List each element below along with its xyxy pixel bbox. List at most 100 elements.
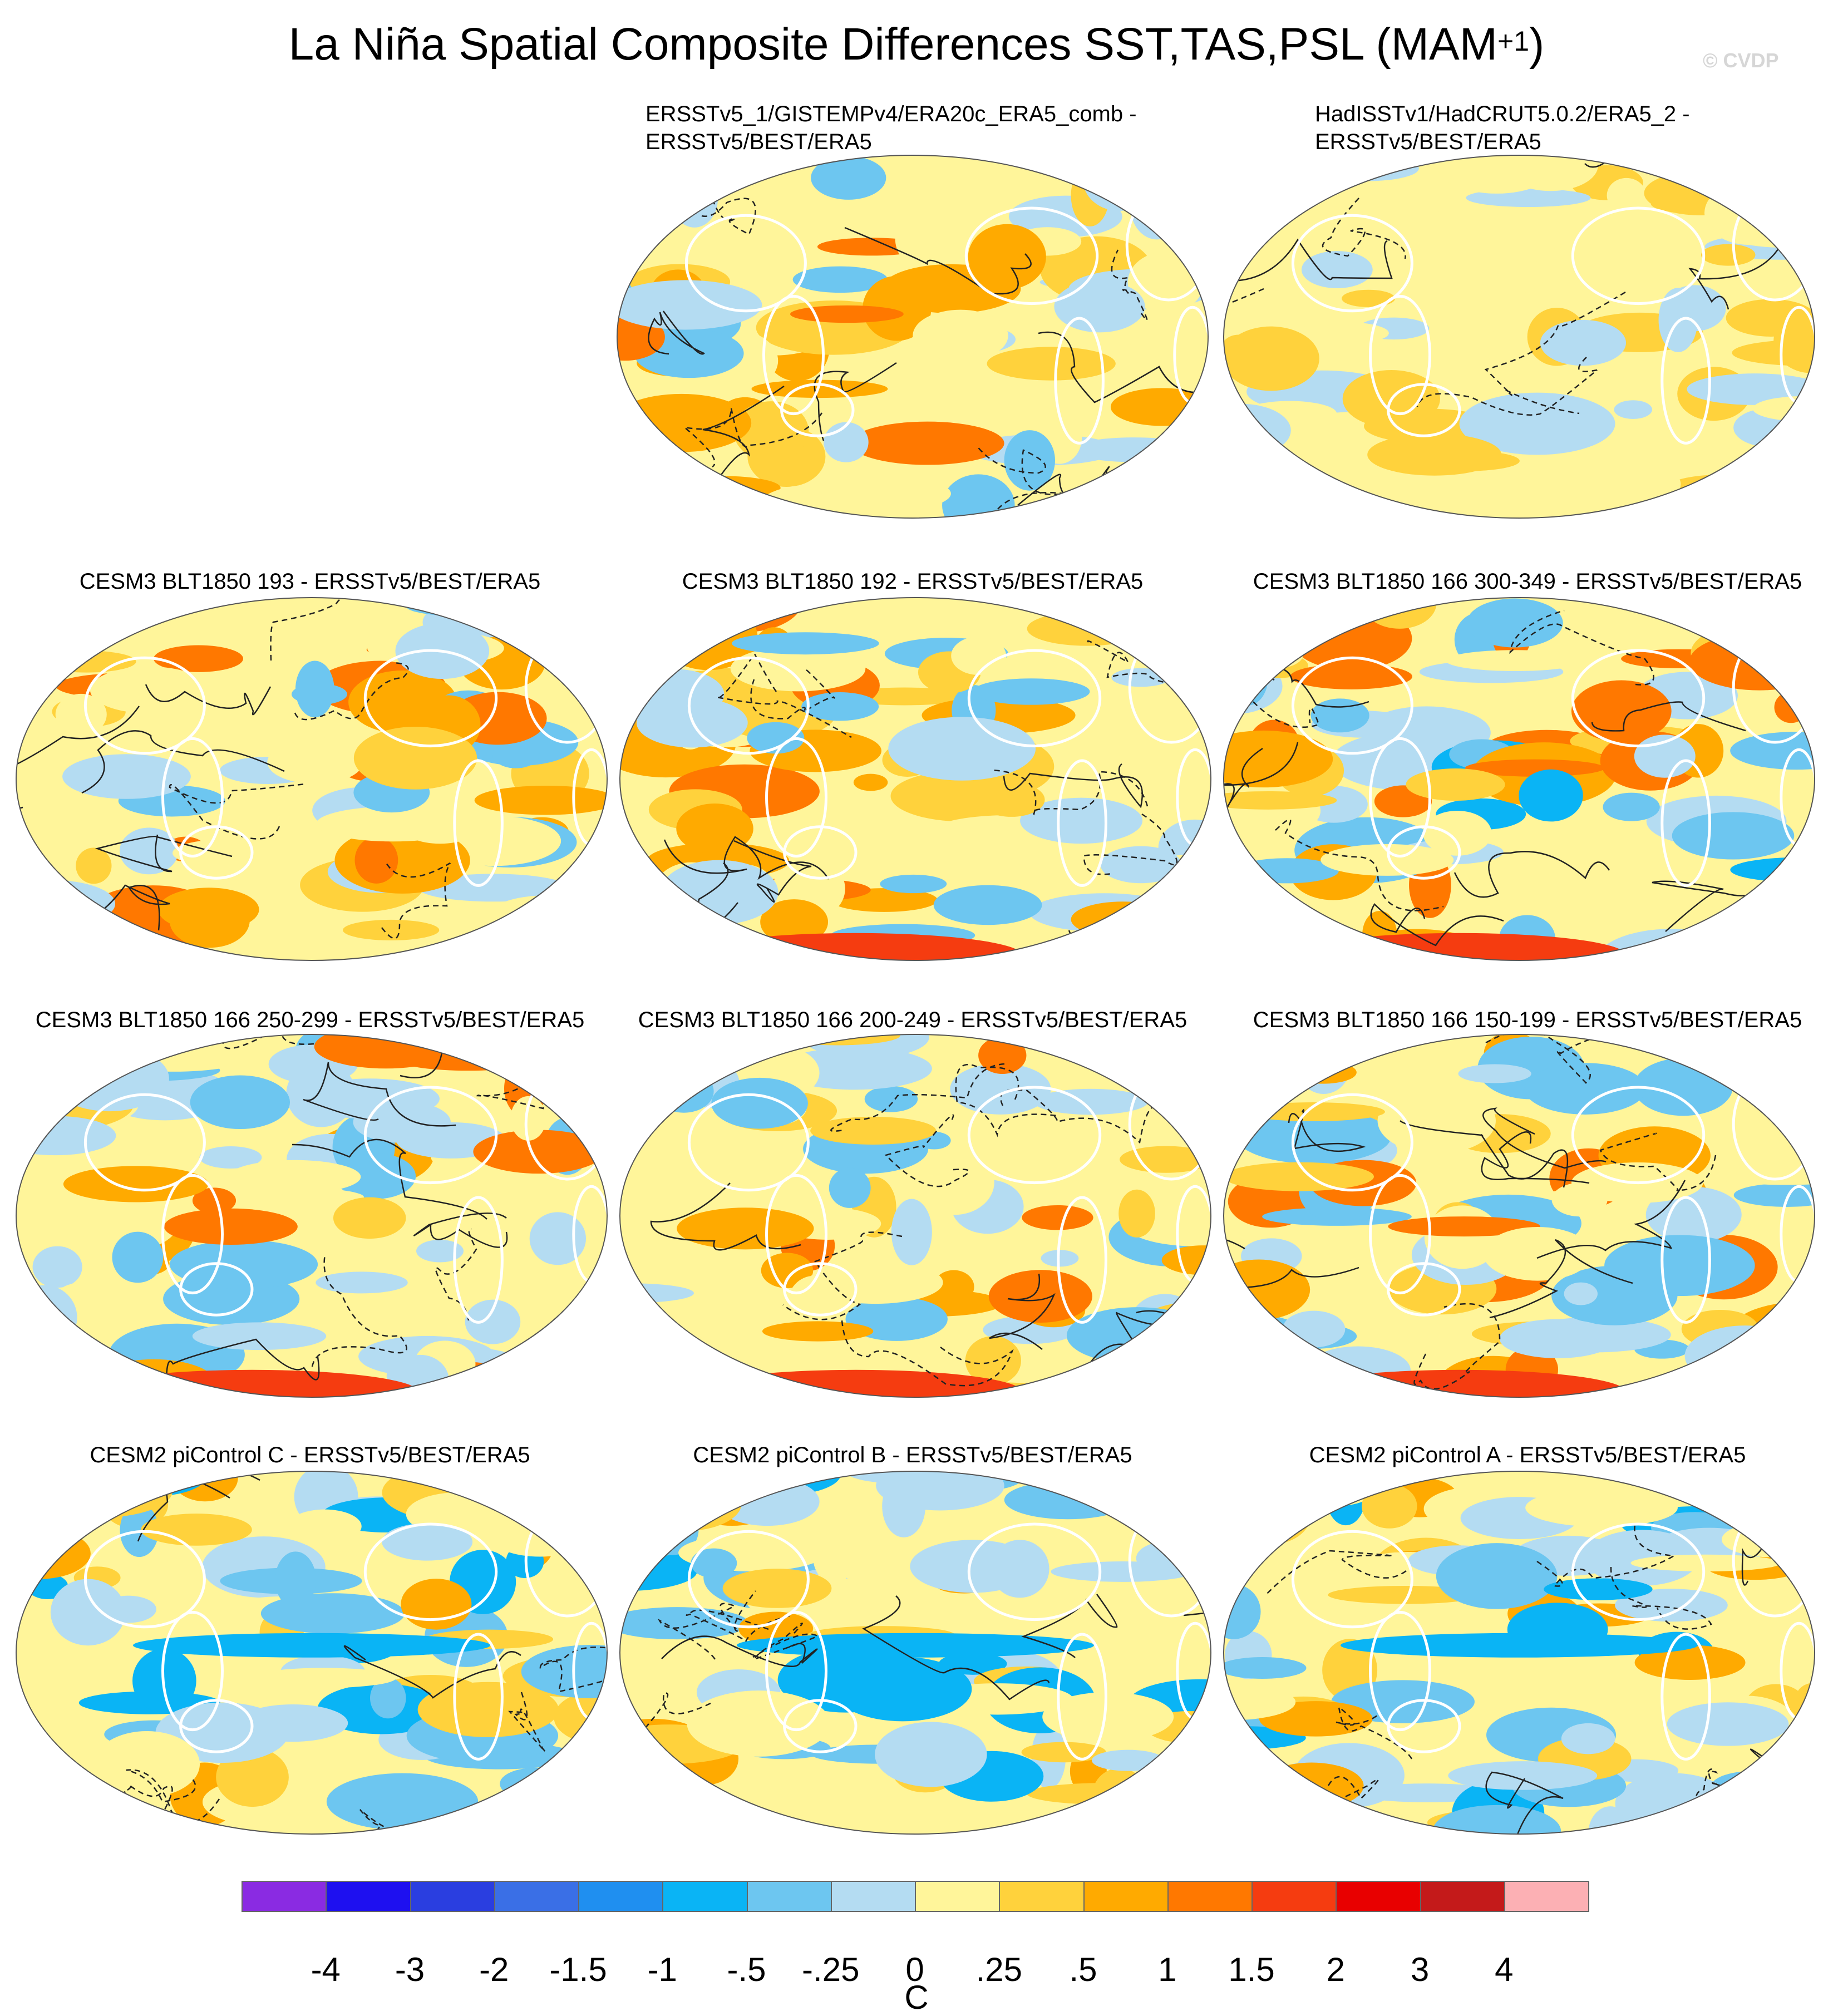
anomaly-patch bbox=[622, 917, 724, 951]
psl-contour bbox=[1336, 1706, 1413, 1759]
anomaly-patch bbox=[100, 1044, 247, 1072]
colorbar-tick-label: -4 bbox=[311, 1951, 341, 1988]
colorbar-unit: C bbox=[904, 1979, 929, 2016]
anomaly-patch bbox=[1050, 1381, 1162, 1397]
anomaly-patch bbox=[1630, 1554, 1781, 1572]
psl-contour bbox=[661, 1635, 818, 1668]
psl-contour bbox=[16, 1494, 42, 1545]
equatorial-cool-band bbox=[1341, 1633, 1698, 1658]
anomaly-patch bbox=[1224, 904, 1293, 931]
anomaly-patch bbox=[487, 929, 536, 960]
anomaly-patch bbox=[465, 1299, 521, 1344]
anomaly-patch bbox=[732, 632, 879, 655]
coastline bbox=[783, 1262, 858, 1317]
anomaly-patch bbox=[49, 1046, 169, 1112]
anomaly-patch bbox=[1153, 179, 1203, 220]
colorbar-tick-label: 2 bbox=[1326, 1951, 1345, 1988]
anomaly-patch bbox=[1499, 1319, 1616, 1358]
anomaly-patch bbox=[1466, 598, 1563, 648]
anomaly-patch bbox=[1126, 1203, 1211, 1246]
anomaly-patch bbox=[521, 1645, 607, 1698]
anomaly-patch bbox=[1701, 244, 1756, 266]
anomaly-patch bbox=[16, 905, 108, 960]
anomaly-patch bbox=[1440, 251, 1546, 298]
panel-title: CESM3 BLT1850 166 300-349 - ERSSTv5/BEST… bbox=[1253, 569, 1802, 594]
anomaly-patch bbox=[1585, 1530, 1699, 1586]
anomaly-patch bbox=[888, 717, 1036, 781]
psl-contour bbox=[165, 1338, 320, 1397]
psl-contour bbox=[992, 769, 1149, 816]
anomaly-patch bbox=[812, 1526, 855, 1584]
anomaly-patch bbox=[1001, 1826, 1084, 1834]
anomaly-patch bbox=[492, 740, 540, 768]
psl-contour bbox=[648, 310, 706, 355]
anomaly-patch bbox=[1326, 1471, 1366, 1526]
anomaly-patch bbox=[382, 1523, 473, 1561]
anomaly-patch bbox=[1224, 1498, 1249, 1532]
anomaly-patch bbox=[863, 275, 932, 341]
anomaly-patch bbox=[1726, 299, 1815, 337]
anomaly-patch bbox=[760, 899, 829, 945]
anomaly-patch bbox=[1423, 810, 1492, 856]
coastline bbox=[363, 1522, 498, 1621]
anomaly-patch bbox=[1388, 1216, 1540, 1237]
coastline bbox=[1291, 656, 1413, 755]
coastline bbox=[765, 737, 827, 858]
coastline bbox=[1291, 1093, 1413, 1192]
anomaly-patch bbox=[1301, 251, 1373, 289]
colorbar-tick-label: -1 bbox=[647, 1951, 677, 1988]
anomaly-patch bbox=[694, 1371, 785, 1397]
psl-contour bbox=[682, 407, 823, 468]
panel-title: CESM3 BLT1850 166 150-199 - ERSSTv5/BEST… bbox=[1253, 1008, 1802, 1032]
anomaly-patch bbox=[29, 921, 155, 957]
anomaly-patch bbox=[370, 1677, 406, 1719]
psl-contour bbox=[1481, 1131, 1590, 1184]
coastline bbox=[1369, 1610, 1431, 1732]
psl-contour bbox=[715, 652, 852, 738]
anomaly-patch bbox=[353, 726, 477, 790]
map-border bbox=[1223, 155, 1815, 519]
anomaly-patch bbox=[1371, 258, 1447, 282]
coastline bbox=[765, 1610, 827, 1732]
psl-contour bbox=[884, 1114, 970, 1187]
psl-contour bbox=[1077, 1827, 1211, 1834]
map-border bbox=[16, 1471, 608, 1835]
anomaly-patch bbox=[965, 1336, 1021, 1386]
map-border bbox=[16, 1034, 608, 1398]
anomaly-patch bbox=[790, 305, 904, 323]
world-map-panel bbox=[16, 597, 608, 961]
anomaly-patch bbox=[691, 1548, 737, 1578]
anomaly-patch bbox=[671, 170, 718, 228]
map-border bbox=[619, 1471, 1211, 1835]
psl-contour bbox=[270, 598, 403, 661]
anomaly-patch bbox=[1228, 1590, 1373, 1627]
psl-contour bbox=[1370, 903, 1504, 947]
anomaly-patch bbox=[192, 1187, 236, 1214]
psl-contour bbox=[650, 1182, 801, 1251]
panel-title: CESM2 piControl A - ERSSTv5/BEST/ERA5 bbox=[1309, 1443, 1746, 1467]
coastline bbox=[363, 649, 498, 748]
anomaly-patch bbox=[500, 1767, 571, 1800]
anomaly-patch bbox=[1296, 1034, 1351, 1094]
colorbar-swatch bbox=[1083, 1881, 1169, 1912]
coastline bbox=[1571, 206, 1706, 305]
anomaly-patch bbox=[810, 1116, 937, 1145]
coastline bbox=[1291, 214, 1413, 313]
anomaly-patch bbox=[1502, 155, 1598, 191]
anomaly-patch bbox=[1071, 901, 1175, 938]
psl-contour bbox=[814, 362, 897, 441]
anomaly-patch bbox=[933, 885, 1042, 925]
psl-contour bbox=[1111, 249, 1148, 321]
anomaly-patch bbox=[1766, 880, 1815, 912]
psl-contour bbox=[1599, 1132, 1717, 1192]
colorbar-tick-label: -2 bbox=[479, 1951, 509, 1988]
psl-contour bbox=[294, 662, 409, 721]
psl-contour bbox=[1224, 432, 1251, 482]
psl-contour bbox=[1230, 238, 1393, 282]
psl-contour bbox=[686, 1609, 792, 1643]
world-map-panel bbox=[617, 155, 1209, 519]
colorbar bbox=[242, 1881, 1589, 1914]
anomaly-patch bbox=[747, 722, 805, 754]
colorbar-tick-label: -3 bbox=[395, 1951, 425, 1988]
map-border bbox=[1223, 597, 1815, 961]
